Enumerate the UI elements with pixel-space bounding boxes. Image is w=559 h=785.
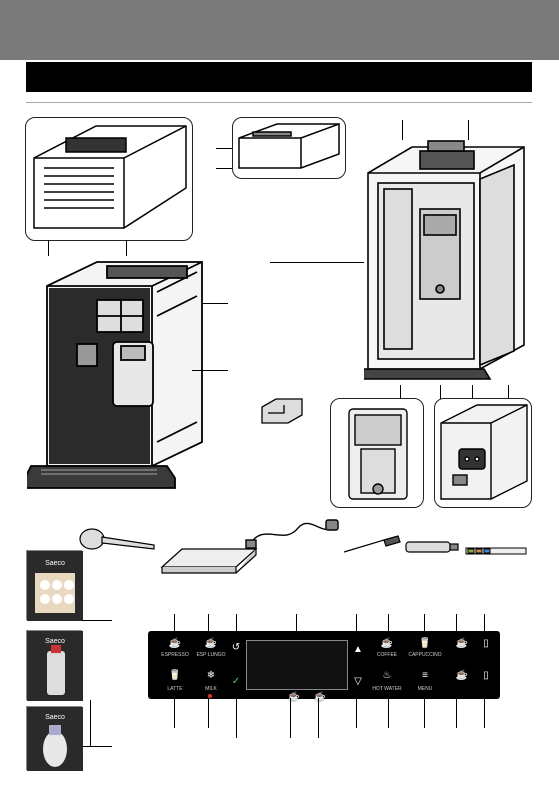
down-button[interactable]: ▽ xyxy=(350,676,366,687)
callout-line xyxy=(388,698,389,728)
extra-bottom-button-1[interactable]: ☕ xyxy=(447,670,477,681)
cappuccino-button[interactable]: 🥛 xyxy=(410,638,440,649)
product-box-descaler: Saeco xyxy=(26,630,82,700)
callout-line xyxy=(508,385,509,399)
ok-button[interactable]: ✓ xyxy=(228,676,244,687)
callout-line xyxy=(468,120,469,140)
callout-line xyxy=(424,698,425,728)
hot-water-button[interactable]: ♨ xyxy=(372,670,402,681)
callout-line xyxy=(456,698,457,728)
detail-panel-cup-warmer xyxy=(25,117,193,241)
machine-front-drawing xyxy=(27,256,222,495)
accessory-scoop xyxy=(78,525,158,553)
callout-line xyxy=(290,698,291,738)
espresso-button[interactable]: ☕ xyxy=(160,638,190,649)
callout-line xyxy=(440,385,441,399)
callout-line xyxy=(202,303,228,304)
accessory-brush xyxy=(340,534,402,558)
espresso-lungo-label: ESP LUNGO xyxy=(194,652,228,658)
espresso-lungo-button[interactable]: ☕ xyxy=(196,638,226,649)
product-box-cleaning-tablets: Saeco xyxy=(26,550,82,620)
callout-line xyxy=(126,240,127,256)
product-brand-label: Saeco xyxy=(45,638,65,645)
callout-line xyxy=(356,614,357,632)
callout-line xyxy=(236,698,237,738)
latte-label: LATTE xyxy=(158,686,192,692)
menu-button[interactable]: ≡ xyxy=(410,670,440,681)
callout-line xyxy=(82,620,112,621)
callout-line xyxy=(270,262,364,263)
manual-page: Saeco Saeco Saeco ☕ ESPRESSO ☕ ESP LUNGO… xyxy=(0,0,559,785)
callout-line xyxy=(82,746,112,747)
callout-line xyxy=(402,120,403,140)
callout-line xyxy=(472,385,473,399)
extra-top-button-2[interactable]: ▯ xyxy=(476,638,496,649)
menu-label: MENU xyxy=(408,686,442,692)
latte-button[interactable]: 🥛 xyxy=(160,670,190,681)
callout-line xyxy=(216,168,232,169)
power-socket-drawing xyxy=(435,399,533,509)
machine-open-drawing xyxy=(364,139,532,385)
callout-line xyxy=(356,698,357,728)
callout-line xyxy=(484,614,485,632)
callout-line xyxy=(424,614,425,632)
extra-bottom-button-2[interactable]: ▯ xyxy=(476,670,496,681)
divider-line xyxy=(26,102,532,103)
machine-open-side-view xyxy=(364,139,532,385)
product-brand-label: Saeco xyxy=(45,560,65,567)
product-box-water-filter: Saeco xyxy=(26,706,82,770)
machine-front-view xyxy=(27,256,222,495)
callout-line xyxy=(174,698,175,728)
center-icon-1: ☕ xyxy=(284,692,304,703)
coffee-button[interactable]: ☕ xyxy=(372,638,402,649)
callout-line xyxy=(174,614,175,632)
callout-line xyxy=(48,240,49,256)
detail-panel-bean-lid xyxy=(232,117,346,179)
callout-line xyxy=(216,148,232,149)
brew-group-drawing xyxy=(331,399,425,509)
detail-panel-brew-group xyxy=(330,398,424,508)
cappuccino-label: CAPPUCCINO xyxy=(408,652,442,658)
product-brand-label: Saeco xyxy=(45,714,65,721)
accessory-grease-tube xyxy=(402,536,462,558)
header-bar xyxy=(0,0,559,60)
milk-label: MILK xyxy=(194,686,228,692)
back-button[interactable]: ↺ xyxy=(228,642,244,653)
milk-froth-button[interactable]: ❄ xyxy=(196,670,226,681)
callout-line xyxy=(388,614,389,632)
espresso-label: ESPRESSO xyxy=(158,652,192,658)
up-button[interactable]: ▲ xyxy=(350,644,366,655)
detail-panel-power-socket xyxy=(434,398,532,508)
small-clip-part xyxy=(258,395,306,431)
callout-line xyxy=(318,698,319,738)
control-panel-display xyxy=(246,640,348,690)
callout-line xyxy=(208,614,209,632)
extra-top-button-1[interactable]: ☕ xyxy=(447,638,477,649)
accessory-test-strip xyxy=(464,544,528,556)
callout-line xyxy=(456,614,457,632)
callout-line xyxy=(400,385,401,399)
section-title-bar xyxy=(26,62,532,92)
hot-water-label: HOT WATER xyxy=(370,686,404,692)
coffee-label: COFFEE xyxy=(370,652,404,658)
bean-lid-drawing xyxy=(233,118,347,180)
callout-line xyxy=(192,370,228,371)
center-icon-2: ☕ xyxy=(310,692,330,703)
callout-line xyxy=(90,700,91,746)
cup-warmer-drawing xyxy=(26,118,194,242)
callout-line xyxy=(208,698,209,728)
callout-line xyxy=(296,614,297,632)
accessory-power-cord xyxy=(244,516,340,550)
callout-line xyxy=(236,614,237,632)
callout-line xyxy=(484,698,485,728)
